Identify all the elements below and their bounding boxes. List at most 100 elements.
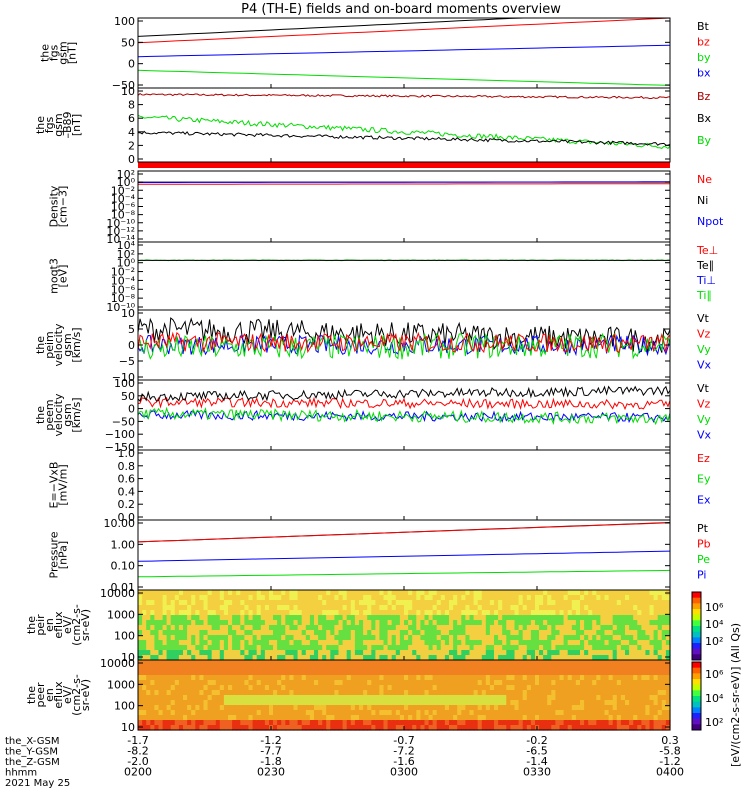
- heatmap-cell: [146, 640, 151, 646]
- heatmap-cell: [219, 685, 225, 691]
- heatmap-cell: [604, 630, 610, 636]
- heatmap-cell: [367, 690, 372, 696]
- heatmap-cell: [535, 690, 540, 696]
- heatmap-cell: [424, 700, 430, 706]
- heatmap-cell: [154, 615, 160, 621]
- heatmap-cell: [166, 720, 172, 726]
- heatmap-cell: [158, 685, 164, 691]
- heatmap-cell: [649, 650, 655, 656]
- heatmap-cell: [183, 710, 188, 716]
- colorbar-top: [692, 603, 701, 610]
- heatmap-cell: [363, 690, 368, 696]
- heatmap-cell: [494, 615, 499, 621]
- heatmap-cell: [453, 635, 458, 641]
- heatmap-cell: [526, 700, 532, 706]
- heatmap-cell: [449, 715, 454, 721]
- heatmap-cell: [612, 635, 618, 641]
- heatmap-cell: [633, 705, 638, 711]
- heatmap-cell: [391, 605, 397, 611]
- heatmap-cell: [616, 650, 622, 656]
- heatmap-cell: [502, 625, 507, 631]
- heatmap-cell: [387, 685, 393, 691]
- heatmap-cell: [162, 635, 168, 641]
- heatmap-cell: [616, 605, 622, 611]
- heatmap-cell: [309, 720, 315, 726]
- heatmap-cell: [604, 645, 610, 651]
- heatmap-cell: [301, 670, 307, 676]
- heatmap-cell: [236, 650, 241, 656]
- heatmap-cell: [408, 675, 413, 681]
- heatmap-cell: [346, 615, 352, 621]
- heatmap-cell: [240, 690, 245, 696]
- heatmap-cell: [269, 600, 274, 606]
- heatmap-cell: [338, 660, 344, 666]
- heatmap-cell: [469, 605, 475, 611]
- heatmap-cell: [342, 630, 348, 636]
- heatmap-cell: [649, 720, 655, 726]
- heatmap-cell: [330, 720, 335, 726]
- series-line-Npot: [138, 181, 670, 183]
- heatmap-cell: [657, 720, 663, 726]
- heatmap-cell: [232, 700, 237, 706]
- heatmap-cell: [514, 615, 520, 621]
- heatmap-cell: [575, 650, 581, 656]
- heatmap-cell: [346, 695, 352, 701]
- heatmap-cell: [530, 700, 536, 706]
- heatmap-cell: [154, 610, 160, 616]
- heatmap-cell: [297, 630, 303, 636]
- heatmap-cell: [567, 695, 573, 701]
- heatmap-cell: [641, 600, 647, 606]
- heatmap-cell: [457, 720, 462, 726]
- heatmap-cell: [183, 635, 188, 641]
- heatmap-cell: [551, 695, 556, 701]
- heatmap-cell: [154, 630, 160, 636]
- heatmap-cell: [428, 645, 434, 651]
- heatmap-cell: [330, 595, 335, 601]
- heatmap-cell: [375, 630, 381, 636]
- heatmap-cell: [215, 665, 221, 671]
- heatmap-cell: [469, 625, 475, 631]
- heatmap-cell: [248, 690, 254, 696]
- heatmap-cell: [318, 655, 323, 661]
- heatmap-cell: [240, 685, 245, 691]
- heatmap-cell: [367, 630, 372, 636]
- heatmap-cell: [580, 670, 585, 676]
- heatmap-cell: [555, 595, 561, 601]
- heatmap-cell: [551, 705, 556, 711]
- heatmap-cell: [138, 605, 143, 611]
- heatmap-cell: [338, 690, 344, 696]
- heatmap-cell: [420, 725, 426, 731]
- heatmap-cell: [604, 680, 610, 686]
- heatmap-cell: [375, 605, 381, 611]
- heatmap-cell: [616, 705, 622, 711]
- heatmap-cell: [481, 685, 487, 691]
- heatmap-cell: [183, 625, 188, 631]
- heatmap-cell: [301, 650, 307, 656]
- heatmap-cell: [637, 605, 642, 611]
- heatmap-cell: [457, 595, 462, 601]
- heatmap-cell: [289, 705, 295, 711]
- heatmap-cell: [428, 675, 434, 681]
- heatmap-cell: [432, 670, 438, 676]
- heatmap-cell: [228, 660, 233, 666]
- heatmap-cell: [256, 720, 262, 726]
- heatmap-cell: [309, 685, 315, 691]
- heatmap-cell: [219, 690, 225, 696]
- heatmap-cell: [256, 670, 262, 676]
- heatmap-cell: [281, 650, 286, 656]
- heatmap-cell: [588, 715, 593, 721]
- heatmap-cell: [551, 660, 556, 666]
- heatmap-cell: [146, 720, 151, 726]
- heatmap-cell: [543, 635, 548, 641]
- heatmap-cell: [489, 610, 495, 616]
- heatmap-cell: [138, 640, 143, 646]
- heatmap-cell: [563, 695, 569, 701]
- heatmap-cell: [285, 660, 290, 666]
- y-axis-label: gsm: [52, 113, 65, 136]
- heatmap-cell: [526, 660, 532, 666]
- heatmap-cell: [178, 610, 184, 616]
- heatmap-cell: [260, 715, 266, 721]
- heatmap-cell: [399, 670, 405, 676]
- heatmap-cell: [584, 670, 589, 676]
- heatmap-cell: [416, 705, 421, 711]
